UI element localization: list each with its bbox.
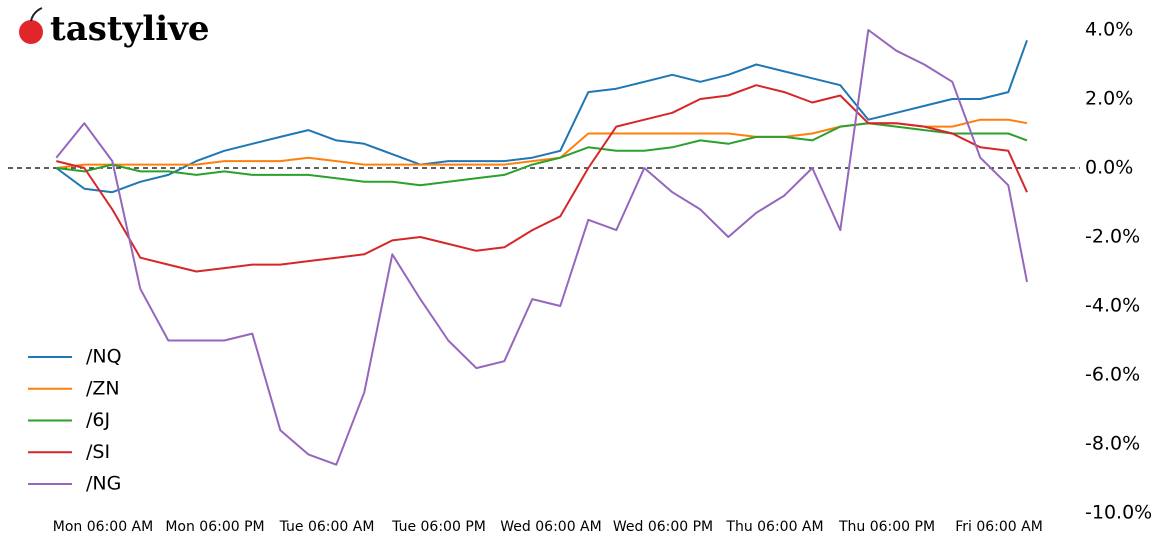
y-tick-label: 2.0% [1085,88,1133,110]
x-tick-label: Tue 06:00 AM [279,519,375,535]
y-tick-label: -8.0% [1085,433,1140,455]
legend-label: /SI [86,441,110,463]
x-tick-label: Wed 06:00 PM [613,519,713,535]
y-tick-label: 0.0% [1085,157,1133,179]
series-line [55,39,1028,194]
y-tick-label: -4.0% [1085,295,1140,317]
brand: tastylive [50,9,210,49]
series-line [56,118,1028,169]
series-line [56,122,1028,187]
logo: tastylive [19,7,210,49]
legend-label: /ZN [86,377,120,399]
x-tick-label: Mon 06:00 PM [165,519,264,535]
y-tick-label: -6.0% [1085,364,1140,386]
legend-label: /NQ [86,346,122,368]
legend-label: /6J [86,409,110,431]
logo-stem [30,7,43,22]
series-line [56,84,1028,273]
series-line [55,29,1028,466]
x-tick-label: Wed 06:00 AM [500,519,601,535]
y-tick-label: 4.0% [1085,19,1133,41]
x-tick-label: Thu 06:00 PM [838,519,935,535]
x-tick-label: Mon 06:00 AM [53,519,153,535]
x-tick-label: Fri 06:00 AM [955,519,1043,535]
x-tick-label: Tue 06:00 PM [391,519,486,535]
logo-cherry [19,20,43,44]
x-tick-label: Thu 06:00 AM [725,519,823,535]
legend-label: /NG [86,473,121,495]
y-tick-label: -2.0% [1085,226,1140,248]
y-tick-label: -10.0% [1085,502,1152,524]
